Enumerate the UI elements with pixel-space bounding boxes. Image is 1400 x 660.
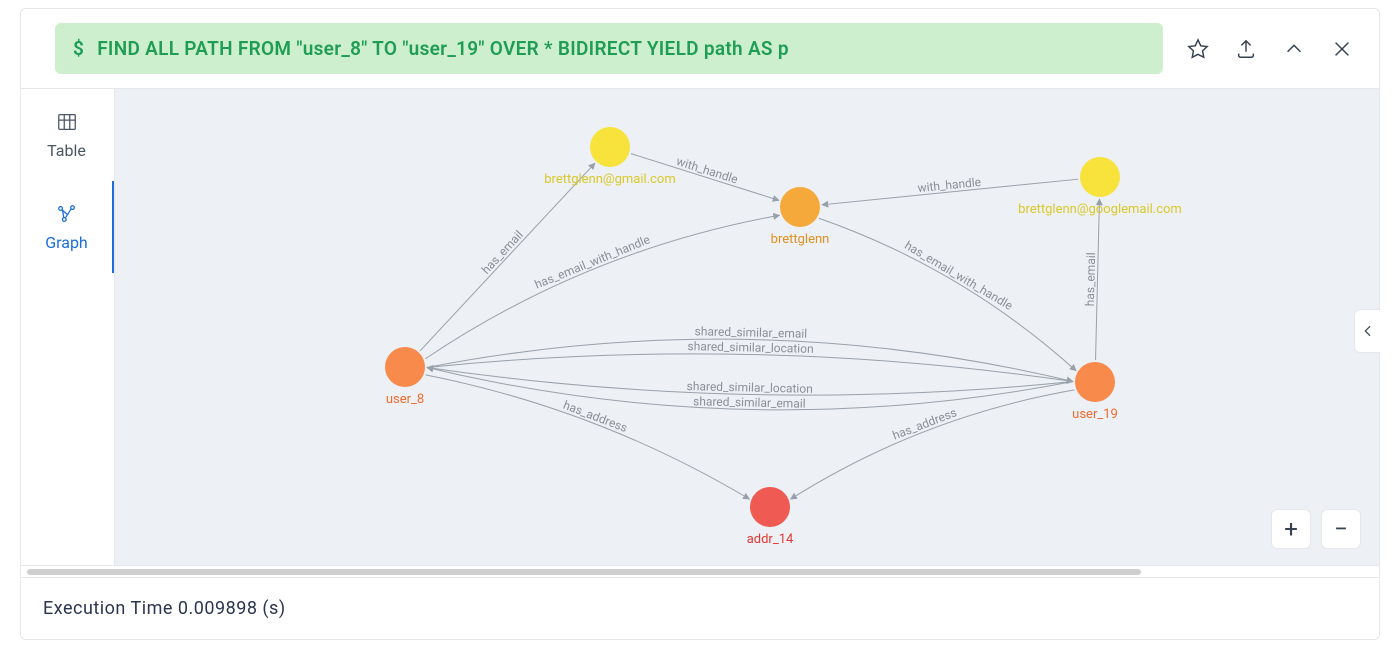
graph-node[interactable]	[1075, 362, 1115, 402]
node-label: user_8	[386, 392, 424, 407]
query-row: $ FIND ALL PATH FROM "user_8" TO "user_1…	[21, 9, 1379, 88]
close-icon[interactable]	[1331, 38, 1353, 60]
edge-label: has_email	[479, 228, 526, 277]
edge-label: shared_similar_location	[686, 379, 812, 396]
query-prefix: $	[73, 37, 84, 60]
horizontal-scrollbar[interactable]	[21, 565, 1379, 577]
tab-graph[interactable]: Graph	[21, 181, 114, 273]
zoom-in-button[interactable]: +	[1271, 509, 1311, 549]
graph-node[interactable]	[780, 187, 820, 227]
tab-table-label: Table	[47, 141, 86, 160]
zoom-out-button[interactable]: −	[1321, 509, 1361, 549]
scrollbar-thumb[interactable]	[27, 569, 1141, 575]
star-icon[interactable]	[1187, 38, 1209, 60]
query-toolbar	[1187, 38, 1357, 60]
node-label: addr_14	[747, 532, 794, 547]
side-panel-toggle[interactable]	[1354, 309, 1380, 353]
edge-label: has_email_with_handle	[533, 232, 652, 291]
edge-label: has_address	[561, 398, 629, 435]
graph-node[interactable]	[750, 487, 790, 527]
collapse-up-icon[interactable]	[1283, 38, 1305, 60]
query-pill[interactable]: $ FIND ALL PATH FROM "user_8" TO "user_1…	[55, 23, 1163, 74]
result-card: $ FIND ALL PATH FROM "user_8" TO "user_1…	[20, 8, 1380, 640]
edge-label: has_address	[891, 405, 959, 442]
zoom-controls: + −	[1271, 509, 1361, 549]
node-label: brettglenn	[771, 232, 830, 247]
tab-table[interactable]: Table	[21, 89, 114, 181]
tab-graph-label: Graph	[45, 233, 88, 252]
edge-label: shared_similar_email	[693, 394, 806, 410]
graph-svg[interactable]: has_emailwith_handlewith_handlehas_email…	[115, 89, 1379, 565]
execution-time: Execution Time 0.009898 (s)	[43, 598, 286, 619]
edge-label: shared_similar_email	[694, 324, 807, 340]
table-icon	[56, 111, 78, 133]
chevron-left-icon	[1360, 323, 1376, 339]
graph-icon	[56, 203, 78, 225]
graph-node[interactable]	[385, 347, 425, 387]
query-text: FIND ALL PATH FROM "user_8" TO "user_19"…	[97, 37, 789, 60]
body-row: Table Graph has_emailwith_handlewith_han…	[21, 88, 1379, 565]
footer: Execution Time 0.009898 (s)	[21, 577, 1379, 639]
side-tabs: Table Graph	[21, 89, 115, 565]
edge-label: with_handle	[675, 154, 740, 187]
graph-node[interactable]	[1080, 157, 1120, 197]
graph-canvas[interactable]: has_emailwith_handlewith_handlehas_email…	[115, 89, 1379, 565]
edge-label: has_email_with_handle	[902, 238, 1015, 313]
node-label: user_19	[1072, 407, 1118, 422]
node-label: brettglenn@gmail.com	[544, 172, 676, 187]
edge-label: has_email	[1083, 252, 1098, 306]
node-label: brettglenn@googlemail.com	[1018, 202, 1182, 217]
graph-node[interactable]	[590, 127, 630, 167]
edge-label: shared_similar_location	[687, 339, 813, 356]
export-icon[interactable]	[1235, 38, 1257, 60]
